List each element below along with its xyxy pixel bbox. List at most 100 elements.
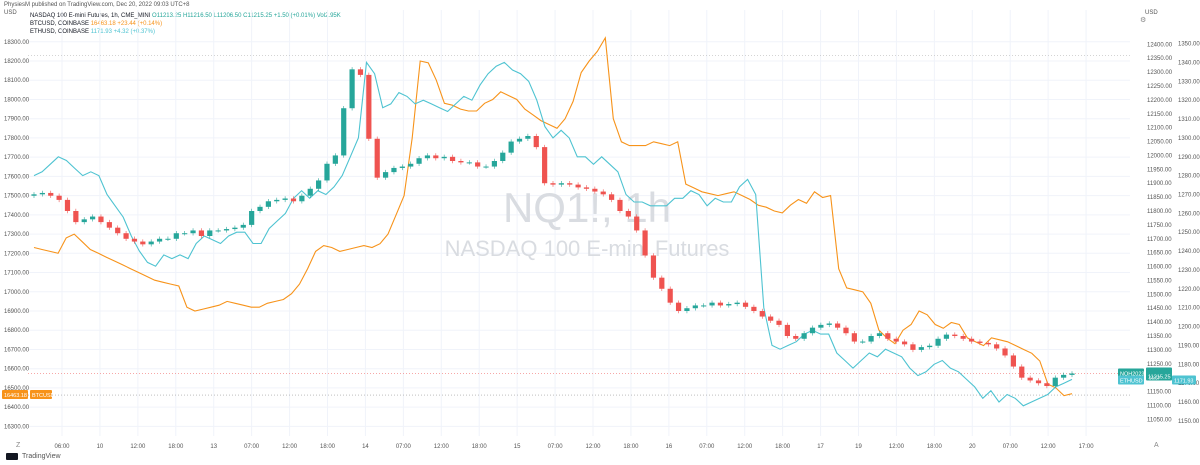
- candle-body: [198, 230, 205, 236]
- eth-name-tag-bg: [1118, 375, 1144, 385]
- candle-body: [968, 338, 975, 342]
- candle-body: [876, 333, 883, 336]
- left-axis-tick: 16500.00: [4, 386, 30, 392]
- eth-axis-tick: 1150.00: [1178, 419, 1200, 425]
- candle-body: [692, 305, 698, 309]
- left-axis-tick: 17400.00: [4, 213, 30, 219]
- candle-body: [89, 216, 96, 220]
- candle-body: [190, 230, 196, 234]
- left-axis-tick: 16400.00: [4, 405, 30, 411]
- eth-axis-tick: 1270.00: [1178, 192, 1200, 198]
- eth-axis-tick: 1310.00: [1178, 117, 1200, 123]
- candle-body: [182, 233, 188, 235]
- x-tick-label: 12:00: [737, 444, 753, 450]
- candle-body: [1010, 355, 1017, 367]
- footer: TradingView: [6, 453, 61, 460]
- candle-body: [542, 147, 548, 184]
- eth-axis-tick: 1280.00: [1178, 174, 1200, 180]
- legend-ohlc: O11213.25 H11216.50 L11206.50 C11215.25 …: [152, 13, 341, 19]
- zoom-icon[interactable]: Z: [16, 442, 21, 449]
- eth-axis-tick: 1260.00: [1178, 211, 1200, 217]
- candle-body: [893, 338, 899, 342]
- eth-axis-tick: 1330.00: [1178, 79, 1200, 85]
- candle-body: [851, 333, 857, 342]
- candle-body: [717, 302, 724, 306]
- chart-axes: 06:00 10 12:00 18:00 13 07:00 12:00 18:00 14 07:0…: [4, 40, 1200, 450]
- candle-body: [290, 198, 297, 202]
- candle-body: [265, 201, 271, 207]
- candle-body: [1069, 373, 1075, 375]
- nq-axis-tick: 11050.00: [1147, 417, 1172, 423]
- nq-candles: [31, 67, 1075, 389]
- candle-body: [491, 161, 498, 167]
- x-tick-label: 14: [362, 444, 369, 450]
- candle-body: [282, 198, 288, 200]
- candle-body: [500, 152, 506, 161]
- candle-body: [558, 183, 564, 185]
- candle-body: [1035, 380, 1042, 384]
- candle-body: [826, 323, 832, 325]
- candle-body: [39, 192, 45, 195]
- legend-eth-name: ETHUSD, COINBASE: [30, 29, 90, 35]
- nq-axis-tick: 11800.00: [1147, 209, 1172, 215]
- candle-body: [424, 155, 431, 159]
- candle-body: [1052, 377, 1058, 386]
- candle-body: [508, 141, 514, 153]
- x-tick-label: 13: [210, 444, 217, 450]
- eth-axis-tick: 1240.00: [1178, 249, 1200, 255]
- eth-line: [33, 60, 1073, 407]
- nq-axis-tick: 12300.00: [1147, 70, 1173, 76]
- candle-body: [215, 230, 221, 232]
- legend-btc-value: 16463.18 +23.44 (+0.14%): [90, 21, 163, 27]
- settings-icon[interactable]: ⚙: [1140, 17, 1147, 24]
- candle-body: [550, 183, 556, 185]
- candle-body: [901, 341, 908, 345]
- x-tick-label: 18:00: [775, 444, 791, 450]
- nq-axis-tick: 12350.00: [1147, 56, 1173, 62]
- candle-body: [943, 334, 950, 339]
- nq-axis-tick: 12050.00: [1147, 140, 1173, 146]
- candle-body: [625, 211, 631, 217]
- candle-body: [299, 195, 305, 202]
- candle-body: [600, 191, 606, 195]
- candle-body: [449, 156, 456, 161]
- candle-body: [73, 211, 79, 223]
- candle-body: [123, 233, 129, 239]
- candle-body: [382, 172, 389, 178]
- left-axis-tick: 17200.00: [4, 251, 30, 257]
- left-axis-tick: 16800.00: [4, 328, 30, 334]
- auto-scale-icon[interactable]: A: [1154, 442, 1159, 449]
- left-axis-tick: 17600.00: [4, 174, 30, 180]
- legend-eth[interactable]: ETHUSD, COINBASE 1171.93 +4.32 (+0.37%): [30, 28, 341, 36]
- nq-axis-tick: 12150.00: [1147, 112, 1173, 118]
- eth-axis-tick: 1220.00: [1178, 287, 1200, 293]
- candle-body: [240, 224, 246, 228]
- legend-btc-name: BTCUSD, COINBASE: [30, 21, 90, 27]
- eth-axis-tick: 1160.00: [1178, 400, 1200, 406]
- candle-body: [274, 199, 280, 202]
- x-tick-label: 07:00: [1003, 444, 1019, 450]
- eth-axis-tick: 1340.00: [1178, 60, 1200, 66]
- left-axis-tick: 18200.00: [4, 59, 30, 65]
- left-axis-tick: 16600.00: [4, 367, 30, 373]
- candle-body: [759, 311, 765, 317]
- candle-body: [659, 277, 665, 289]
- candle-body: [960, 336, 966, 339]
- x-tick-label: 20: [969, 444, 976, 450]
- x-tick-label: 10: [97, 444, 104, 450]
- candle-body: [985, 342, 991, 345]
- candle-body: [483, 166, 489, 168]
- candle-body: [617, 199, 623, 211]
- candle-body: [592, 188, 598, 192]
- nq-axis-tick: 12100.00: [1147, 126, 1173, 132]
- nq-axis-tick: 11650.00: [1147, 251, 1172, 257]
- candle-body: [416, 158, 422, 164]
- candle-body: [466, 162, 472, 164]
- eth-axis-tick: 1300.00: [1178, 136, 1200, 142]
- candle-body: [98, 216, 104, 223]
- legend-main-symbol[interactable]: NASDAQ 100 E-mini Futures, 1h, CME_MINI …: [30, 12, 341, 20]
- nq-axis-tick: 11950.00: [1147, 167, 1172, 173]
- legend-btc[interactable]: BTCUSD, COINBASE 16463.18 +23.44 (+0.14%…: [30, 20, 341, 28]
- publish-info: PhysiesM published on TradingView.com, D…: [4, 2, 190, 8]
